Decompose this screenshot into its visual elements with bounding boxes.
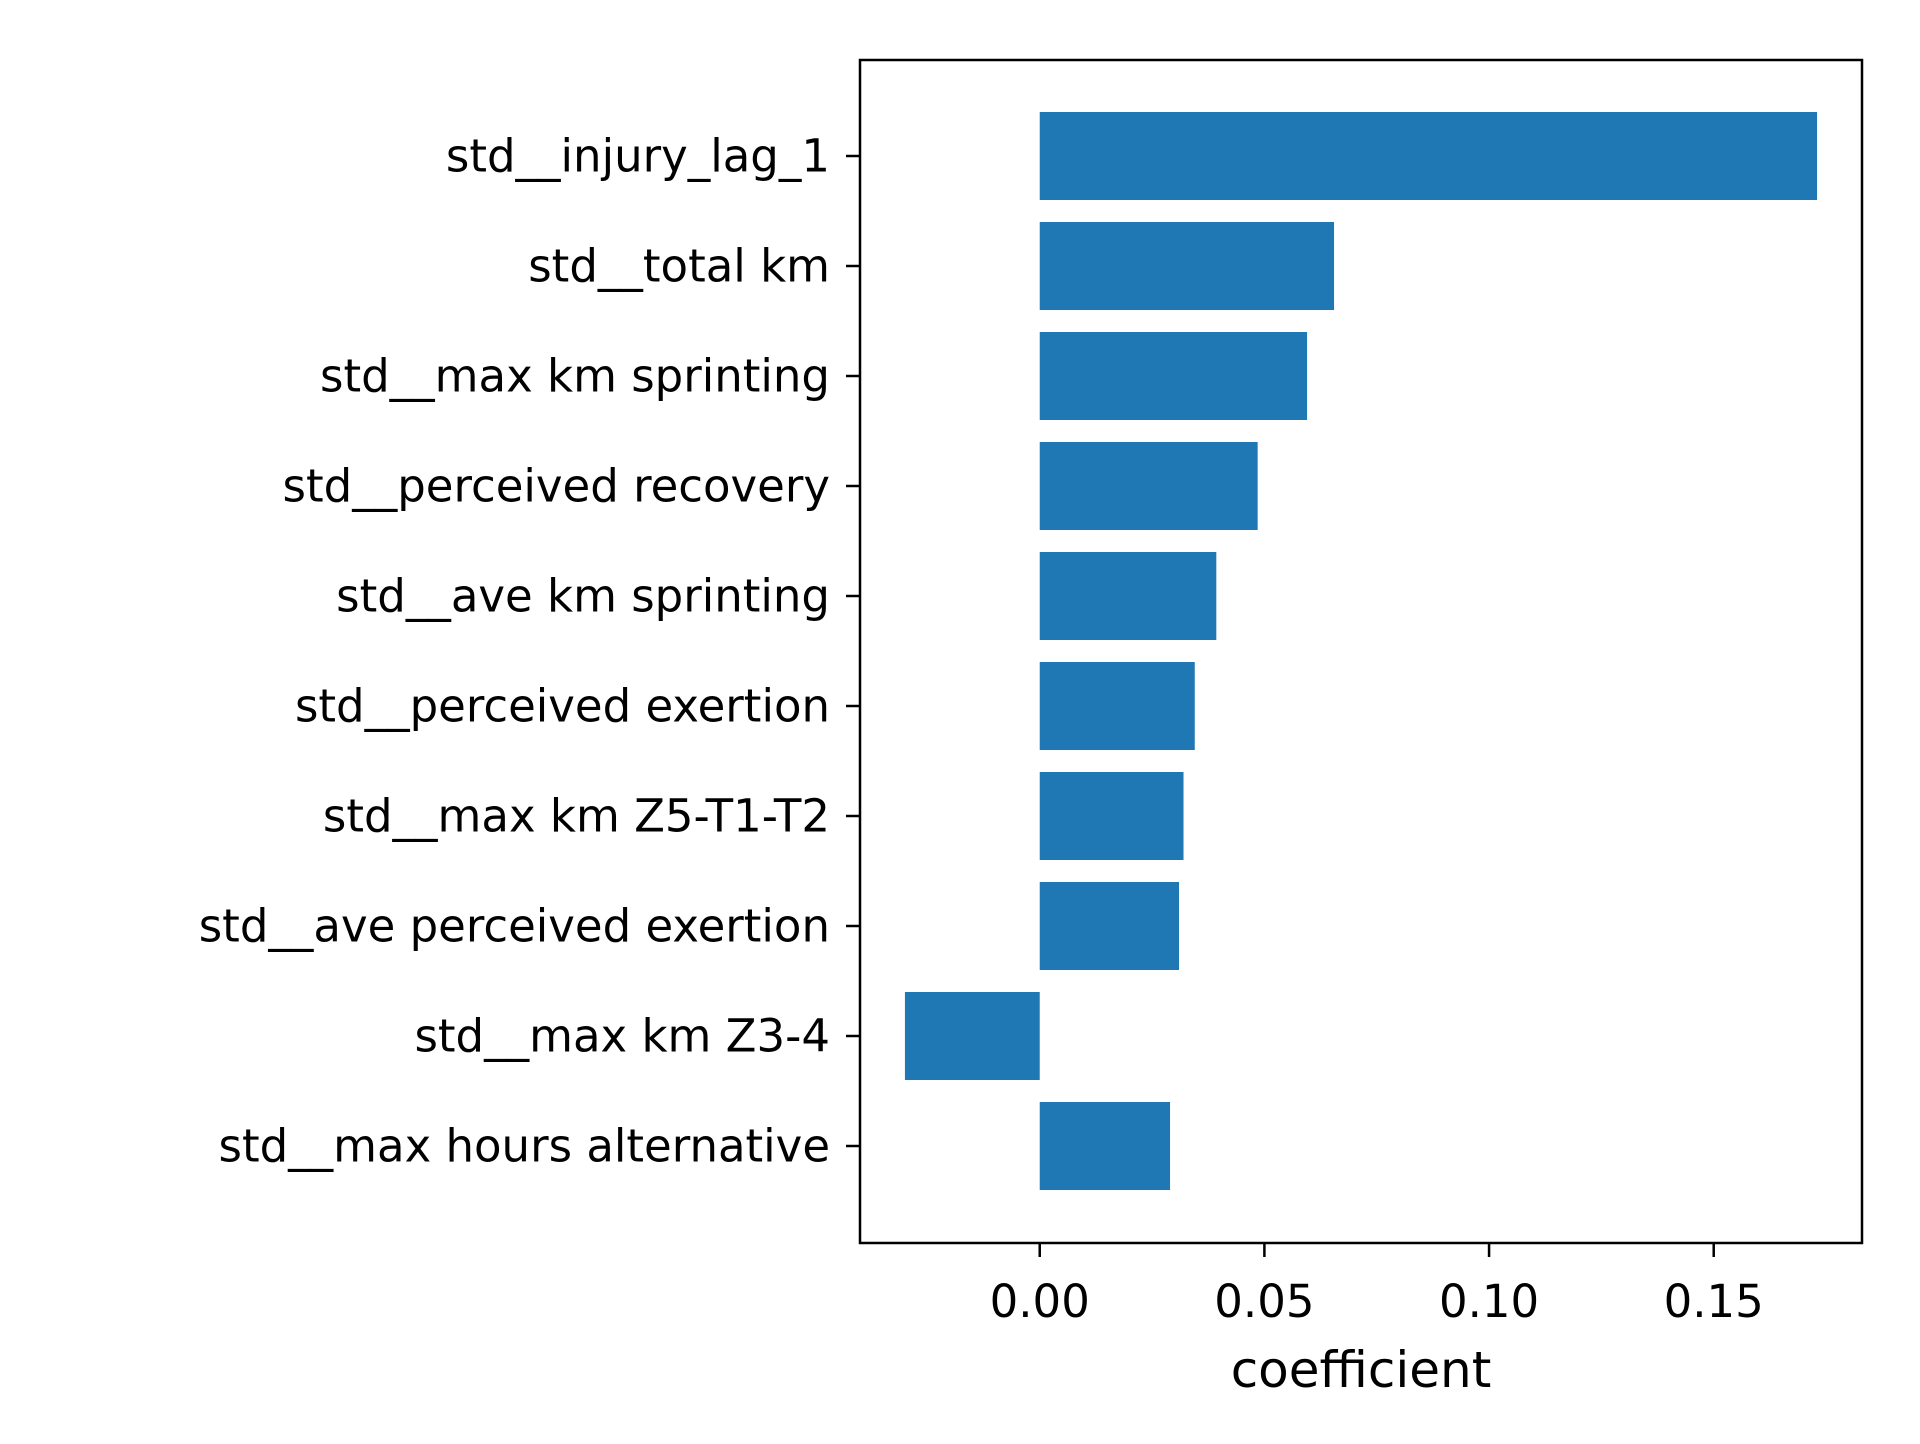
bar [1039,882,1180,970]
y-tick-label: std__ave km sprinting [336,570,830,623]
bar [1039,222,1335,310]
y-tick-label: std__max hours alternative [219,1120,831,1173]
bar [1039,332,1308,420]
y-tick-label: std__ave perceived exertion [199,900,830,953]
bar [1039,1102,1171,1190]
plot-frame [858,58,1864,1245]
bar [1039,442,1258,530]
y-tick-label: std__perceived exertion [295,680,830,733]
y-tick-label: std__max km sprinting [320,350,830,403]
y-tick-label: std__injury_lag_1 [446,130,830,183]
x-tick-label: 0.00 [990,1275,1090,1328]
y-axis: std__injury_lag_1 std__total km std__max k… [199,130,860,1173]
x-tick-label: 0.10 [1439,1275,1539,1328]
bar [1039,112,1818,200]
x-axis-label: coefficient [1231,1341,1492,1399]
y-tick-label: std__total km [528,240,830,293]
x-tick-label: 0.15 [1664,1275,1764,1328]
bar [1039,772,1184,860]
bar [1039,552,1217,640]
y-tick-label: std__perceived recovery [283,460,830,513]
y-tick-label: std__max km Z3-4 [414,1010,830,1063]
y-tick-label: std__max km Z5-T1-T2 [323,790,830,843]
bars-layer [904,112,1818,1190]
x-tick-label: 0.05 [1214,1275,1314,1328]
bar [1039,662,1195,750]
bar [904,992,1040,1080]
x-axis: 0.00 0.05 0.10 0.15 [990,1243,1764,1328]
